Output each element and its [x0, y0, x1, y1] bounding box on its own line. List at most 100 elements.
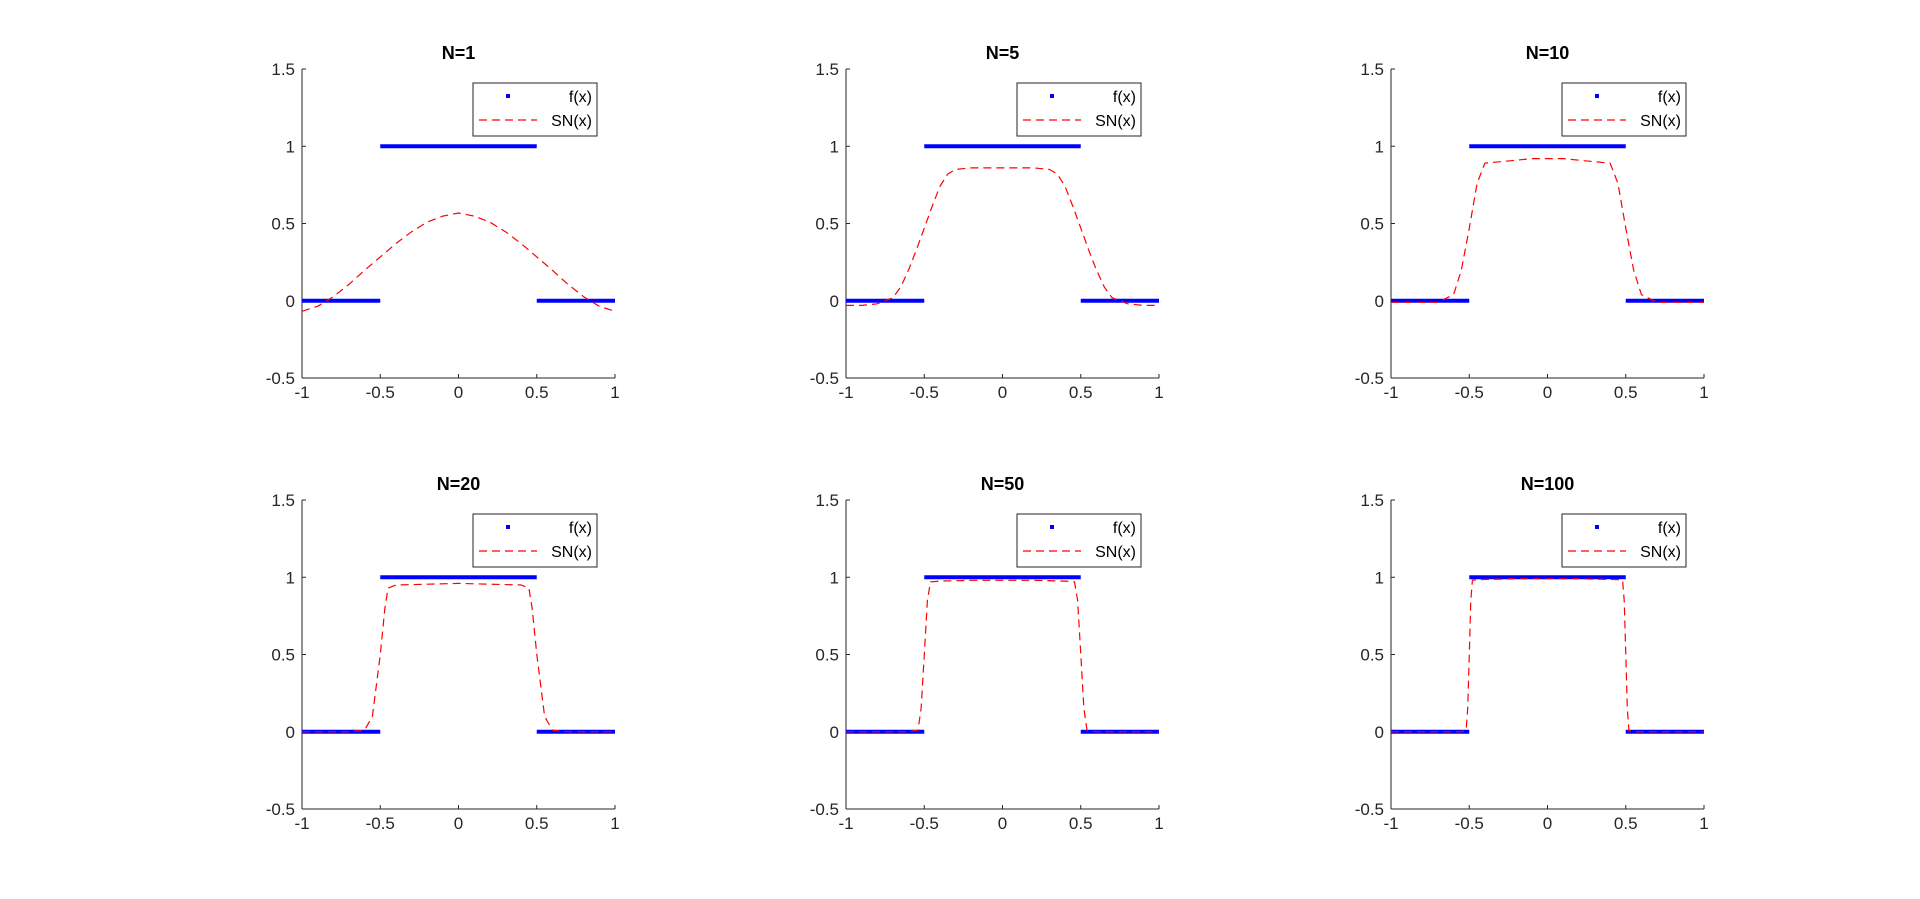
legend-box	[472, 513, 598, 568]
legend-f-label: f(x)	[1113, 520, 1136, 537]
y-tick-label: 1.5	[271, 60, 295, 79]
x-tick-label: 0	[454, 383, 463, 402]
y-tick-label: 0	[286, 723, 295, 742]
legend-f-marker	[1050, 94, 1054, 98]
subplot-title: N=50	[981, 474, 1025, 494]
x-tick-label: -1	[838, 383, 853, 402]
x-tick-label: -0.5	[366, 814, 395, 833]
legend-f-label: f(x)	[1658, 520, 1681, 537]
x-tick-label: -1	[294, 814, 309, 833]
legend-f-marker	[1050, 525, 1054, 529]
legend-sn-label: SN(x)	[1095, 113, 1136, 130]
x-tick-label: -0.5	[1455, 383, 1484, 402]
x-tick-label: 0.5	[525, 814, 549, 833]
y-tick-label: 0.5	[1360, 215, 1384, 234]
y-tick-label: 0.5	[271, 646, 295, 665]
y-tick-label: 0.5	[815, 215, 839, 234]
y-tick-label: 1.5	[815, 60, 839, 79]
subplot-title: N=10	[1526, 43, 1570, 63]
y-tick-label: 0	[1375, 723, 1384, 742]
y-tick-label: -0.5	[1355, 800, 1384, 819]
y-tick-label: 1.5	[1360, 60, 1384, 79]
subplot-title: N=5	[986, 43, 1020, 63]
subplot-4: N=20-1 -0.5 0 0.5 1-0.500.511.5f(x)SN(x)	[266, 474, 620, 833]
legend-f-label: f(x)	[569, 520, 592, 537]
sn-series-line	[1391, 158, 1704, 303]
x-tick-label: 0	[1543, 814, 1552, 833]
y-tick-label: 0	[286, 292, 295, 311]
y-tick-label: 1	[286, 568, 295, 587]
x-tick-label: 0.5	[1069, 814, 1093, 833]
x-tick-label: -1	[1383, 383, 1398, 402]
legend: f(x) SN(x)	[472, 513, 598, 568]
x-tick-label: -1	[294, 383, 309, 402]
y-tick-label: 0	[830, 292, 839, 311]
subplot-1: N=1-1 -0.5 0 0.5 1-0.500.511.5f(x)SN(x)	[266, 43, 620, 402]
legend: f(x) SN(x)	[1561, 82, 1687, 137]
subplot-title: N=1	[442, 43, 476, 63]
x-tick-label: -0.5	[910, 814, 939, 833]
legend-sn-label: SN(x)	[1640, 113, 1681, 130]
legend-f-marker	[1595, 525, 1599, 529]
sn-series-line	[302, 582, 615, 733]
y-tick-label: -0.5	[810, 369, 839, 388]
legend: f(x) SN(x)	[1561, 513, 1687, 568]
x-tick-label: 1	[1699, 383, 1708, 402]
sn-series-line	[846, 579, 1159, 733]
y-tick-label: 0.5	[1360, 646, 1384, 665]
x-tick-label: 0	[454, 814, 463, 833]
y-tick-label: 1.5	[271, 491, 295, 510]
subplot-6: N=100-1 -0.5 0 0.5 1-0.500.511.5f(x)SN(x)	[1355, 474, 1709, 833]
subplot-5: N=50-1 -0.5 0 0.5 1-0.500.511.5f(x)SN(x)	[810, 474, 1164, 833]
y-tick-label: 0	[830, 723, 839, 742]
x-tick-label: 0	[998, 383, 1007, 402]
x-tick-label: 0.5	[1614, 383, 1638, 402]
sn-series-line	[301, 212, 616, 312]
y-tick-label: 1	[1375, 137, 1384, 156]
sn-series-line	[1391, 578, 1704, 733]
x-tick-label: -1	[1383, 814, 1398, 833]
x-tick-label: 1	[1154, 383, 1163, 402]
y-tick-label: 1	[1375, 568, 1384, 587]
legend: f(x) SN(x)	[472, 82, 598, 137]
subplot-3: N=10-1 -0.5 0 0.5 1-0.500.511.5f(x)SN(x)	[1355, 43, 1709, 402]
x-tick-label: 1	[1699, 814, 1708, 833]
subplot-2: N=5-1 -0.5 0 0.5 1-0.500.511.5f(x)SN(x)	[810, 43, 1164, 402]
y-tick-label: 0.5	[815, 646, 839, 665]
x-tick-label: 1	[610, 383, 619, 402]
y-tick-label: 1.5	[815, 491, 839, 510]
x-tick-label: 1	[1154, 814, 1163, 833]
sn-series-line	[846, 167, 1159, 306]
x-tick-label: 0.5	[525, 383, 549, 402]
legend: f(x) SN(x)	[1016, 82, 1142, 137]
x-tick-label: -0.5	[910, 383, 939, 402]
legend-box	[1016, 513, 1142, 568]
y-tick-label: -0.5	[1355, 369, 1384, 388]
x-tick-label: 0	[1543, 383, 1552, 402]
legend-sn-label: SN(x)	[1640, 544, 1681, 561]
legend-sn-label: SN(x)	[551, 544, 592, 561]
y-tick-label: 1	[830, 568, 839, 587]
x-tick-label: 0.5	[1069, 383, 1093, 402]
y-tick-label: -0.5	[266, 369, 295, 388]
x-tick-label: 1	[610, 814, 619, 833]
subplot-title: N=20	[437, 474, 481, 494]
legend-f-marker	[506, 525, 510, 529]
y-tick-label: -0.5	[810, 800, 839, 819]
legend-box	[472, 82, 598, 137]
legend-f-marker	[506, 94, 510, 98]
legend-f-marker	[1595, 94, 1599, 98]
subplot-title: N=100	[1521, 474, 1575, 494]
y-tick-label: 0.5	[271, 215, 295, 234]
x-tick-label: -1	[838, 814, 853, 833]
y-tick-label: 1	[830, 137, 839, 156]
x-tick-label: -0.5	[366, 383, 395, 402]
legend: f(x) SN(x)	[1016, 513, 1142, 568]
legend-sn-label: SN(x)	[1095, 544, 1136, 561]
y-tick-label: 0	[1375, 292, 1384, 311]
y-tick-label: -0.5	[266, 800, 295, 819]
x-tick-label: -0.5	[1455, 814, 1484, 833]
legend-box	[1016, 82, 1142, 137]
legend-box	[1561, 82, 1687, 137]
